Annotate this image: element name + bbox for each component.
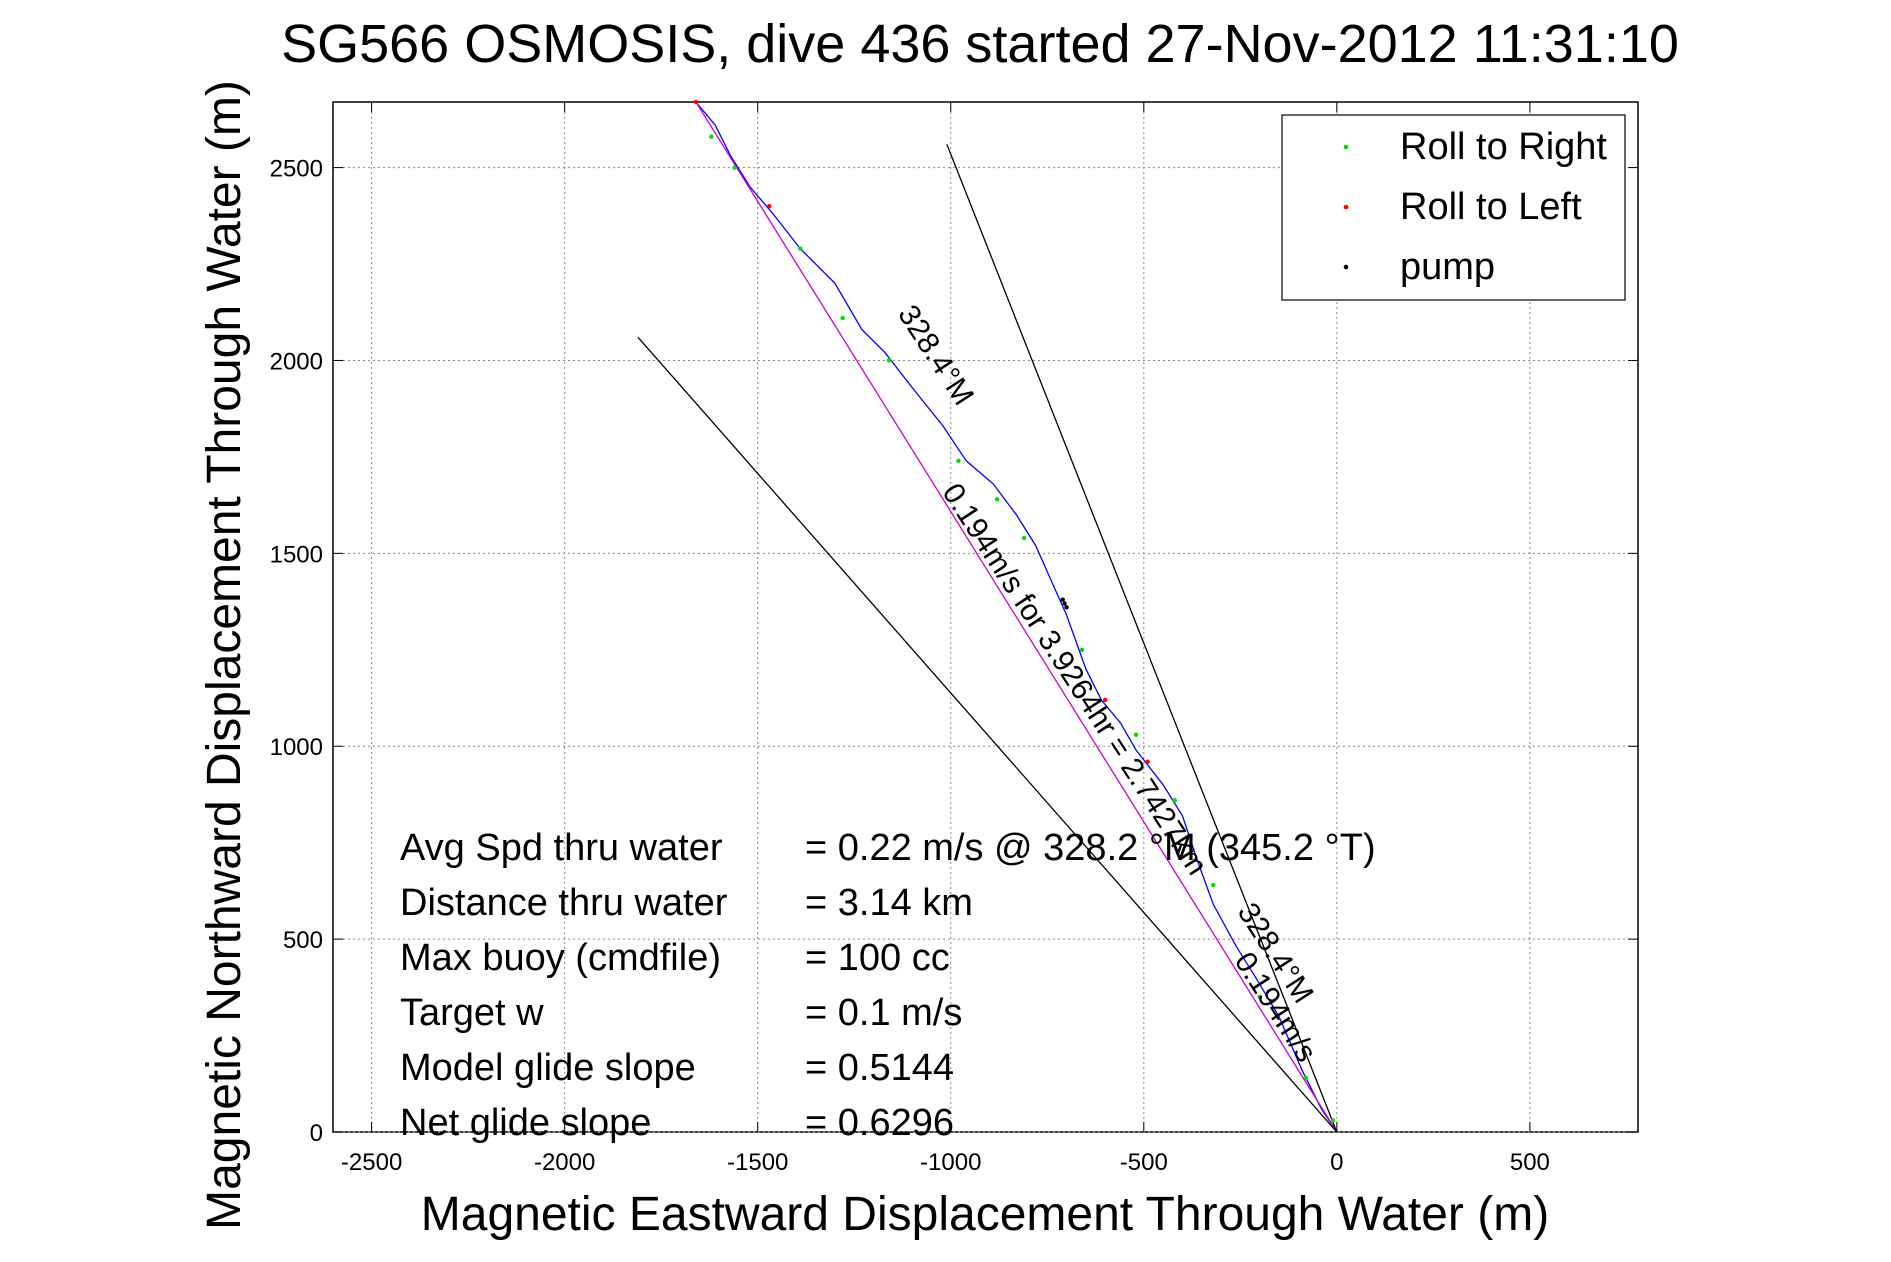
axis-ticks: -2500 -2000 -1500 -1000 -500 0 500 0 500 1000 1500…	[270, 102, 1638, 1176]
info-value: = 0.6296	[805, 1102, 954, 1144]
series-line	[637, 336, 1338, 1133]
roll-right-marker	[709, 134, 714, 139]
x-tick-label: -500	[1120, 1149, 1168, 1176]
y-tick-label: 0	[310, 1120, 323, 1147]
series-line	[695, 101, 1338, 1133]
roll-right-marker	[956, 458, 961, 463]
series-line	[946, 144, 1338, 1133]
info-text-block: Avg Spd thru water = 0.22 m/s @ 328.2 °M …	[400, 827, 1376, 1144]
roll-right-marker	[1303, 1075, 1309, 1081]
info-value: = 0.22 m/s @ 328.2 °M (345.2 °T)	[805, 827, 1376, 869]
roll-left-marker	[767, 203, 772, 209]
info-value: = 0.5144	[805, 1047, 954, 1089]
x-tick-label: 500	[1510, 1149, 1550, 1176]
roll-right-marker	[1172, 798, 1177, 803]
roll-left-marker	[1102, 697, 1108, 703]
legend-label: pump	[1400, 246, 1495, 288]
info-label: Distance thru water	[400, 882, 728, 924]
roll-right-marker	[1257, 994, 1262, 1000]
y-axis-label: Magnetic Northward Displacement Through …	[198, 80, 251, 1230]
y-tick-label: 1500	[270, 541, 323, 568]
roll-right-marker	[1211, 882, 1216, 888]
info-label: Model glide slope	[400, 1047, 696, 1089]
x-tick-label: -2500	[341, 1149, 402, 1176]
x-tick-label: 0	[1330, 1149, 1343, 1176]
info-value: = 3.14 km	[805, 882, 973, 924]
info-value: = 100 cc	[805, 937, 950, 979]
chart-title: SG566 OSMOSIS, dive 436 started 27-Nov-2…	[281, 14, 1679, 74]
x-tick-label: -1500	[727, 1149, 788, 1176]
legend-marker	[1343, 204, 1349, 210]
x-tick-label: -1000	[920, 1149, 981, 1176]
info-label: Target w	[400, 992, 544, 1034]
legend-label: Roll to Left	[1400, 186, 1582, 228]
roll-right-marker	[1330, 1118, 1336, 1123]
info-label: Avg Spd thru water	[400, 827, 723, 869]
legend-box	[1281, 114, 1626, 301]
roll-right-marker	[1133, 732, 1139, 737]
legend: Roll to Right Roll to Left pump	[1281, 114, 1626, 301]
x-axis-label: Magnetic Eastward Displacement Through W…	[421, 1188, 1549, 1241]
info-label: Net glide slope	[400, 1102, 651, 1144]
roll-right-marker	[797, 246, 803, 251]
legend-marker	[1343, 144, 1349, 150]
pump-marker	[1060, 597, 1065, 602]
info-value: = 0.1 m/s	[805, 992, 962, 1034]
roll-right-marker	[840, 315, 845, 321]
pump-marker	[1062, 601, 1067, 606]
roll-right-marker	[1079, 647, 1085, 652]
roll-left-marker	[1145, 759, 1150, 764]
roll-right-marker	[732, 165, 737, 170]
y-tick-label: 2500	[270, 156, 323, 183]
pump-marker	[1064, 605, 1069, 610]
x-tick-label: -2000	[534, 1149, 595, 1176]
roll-left-marker	[693, 99, 699, 105]
y-tick-label: 2000	[270, 348, 323, 375]
roll-right-marker	[886, 358, 892, 363]
y-tick-label: 1000	[270, 734, 323, 761]
marker-layer	[693, 99, 1336, 1123]
info-label: Max buoy (cmdfile)	[400, 937, 721, 979]
y-tick-label: 500	[283, 927, 323, 954]
legend-label: Roll to Right	[1400, 126, 1607, 168]
legend-marker	[1343, 264, 1349, 270]
roll-right-marker	[1021, 535, 1027, 541]
roll-right-marker	[994, 497, 1000, 502]
